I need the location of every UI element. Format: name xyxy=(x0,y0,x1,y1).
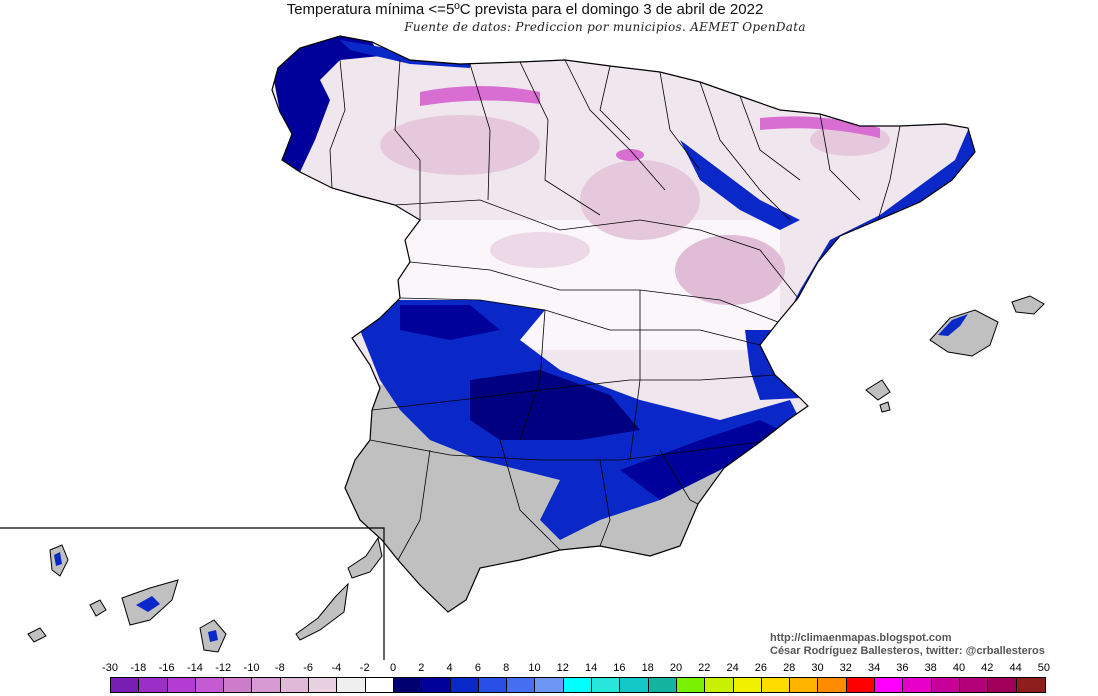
legend-tick-label: 0 xyxy=(389,662,397,674)
legend-tick-label: -4 xyxy=(331,662,342,674)
legend-tick-label: -2 xyxy=(359,662,370,674)
legend-swatch xyxy=(648,678,677,692)
legend-swatch xyxy=(563,678,593,692)
legend-tick-label: 18 xyxy=(641,662,654,674)
legend-swatch xyxy=(111,678,140,692)
legend-swatch xyxy=(1016,678,1045,692)
legend-swatch xyxy=(535,678,564,692)
peninsula xyxy=(271,35,976,613)
legend-swatch xyxy=(959,678,989,692)
legend-tick-label: 24 xyxy=(726,662,739,674)
legend-tick-label: 20 xyxy=(669,662,683,674)
legend-swatch xyxy=(337,678,366,692)
legend-swatch xyxy=(195,678,225,692)
legend-swatch xyxy=(676,678,706,692)
legend-tick-label: 38 xyxy=(924,662,937,674)
legend-tick-label: 32 xyxy=(839,662,852,674)
legend-tick-label: 8 xyxy=(503,662,510,674)
legend-tick-label: 4 xyxy=(446,662,453,674)
legend-tick-label: 30 xyxy=(811,662,824,674)
legend-swatch xyxy=(450,678,479,692)
balearic-islands xyxy=(865,295,1045,413)
legend-tick-label: 34 xyxy=(867,662,881,674)
legend-swatch xyxy=(705,678,734,692)
author-credit: César Rodríguez Ballesteros, twitter: @c… xyxy=(770,645,1045,657)
legend-swatch xyxy=(620,678,649,692)
legend-swatch xyxy=(903,678,932,692)
legend-tick-label: -18 xyxy=(130,662,147,674)
legend-tick-label: 14 xyxy=(584,662,598,674)
legend-swatch xyxy=(733,678,762,692)
legend-swatch xyxy=(818,678,847,692)
legend-swatch xyxy=(478,678,508,692)
legend-tick-label: 42 xyxy=(981,662,994,674)
legend-swatch xyxy=(393,678,423,692)
legend-tick-label: 50 xyxy=(1037,662,1051,674)
legend-swatch xyxy=(592,678,621,692)
legend-swatch xyxy=(931,678,960,692)
legend-swatch xyxy=(422,678,451,692)
legend-tick-labels: -30 -18 -16 -14 -12 -10 -8 -6 -4 -2 0 2 4 6 8 10 12 14 16 1… xyxy=(96,662,1086,676)
legend-tick-label: 16 xyxy=(613,662,626,674)
legend-swatch xyxy=(507,678,536,692)
legend-swatch xyxy=(280,678,310,692)
canary-islands-inset xyxy=(0,527,385,660)
credits: http://climaenmapas.blogspot.com César R… xyxy=(770,632,1045,658)
legend-tick-label: 2 xyxy=(418,662,425,674)
temperature-map xyxy=(0,35,1045,660)
legend-swatch xyxy=(224,678,253,692)
legend-swatch xyxy=(761,678,791,692)
province-borders xyxy=(329,59,901,561)
legend-tick-label: -8 xyxy=(274,662,285,674)
legend-swatch xyxy=(790,678,819,692)
legend-swatch xyxy=(309,678,338,692)
legend-swatch xyxy=(139,678,168,692)
legend-color-bar xyxy=(110,677,1046,693)
map-title: Temperatura mínima <=5ºC prevista para e… xyxy=(286,1,764,18)
legend-swatch xyxy=(365,678,394,692)
legend-tick-label: 40 xyxy=(952,662,966,674)
map-subtitle: Fuente de datos: Prediccion por municipi… xyxy=(404,20,806,34)
legend-tick-label: -16 xyxy=(158,662,175,674)
legend-swatch xyxy=(167,678,196,692)
legend-tick-label: -12 xyxy=(215,662,232,674)
legend-tick-label: 36 xyxy=(896,662,909,674)
legend-swatch xyxy=(988,678,1017,692)
legend-swatch xyxy=(875,678,904,692)
legend-swatch xyxy=(846,678,876,692)
legend-tick-label: -14 xyxy=(186,662,203,674)
legend-tick-label: 44 xyxy=(1009,662,1022,674)
legend-tick-label: -10 xyxy=(243,662,260,674)
legend-tick-label: -6 xyxy=(303,662,313,674)
legend-tick-label: 26 xyxy=(754,662,768,674)
legend-tick-label: 22 xyxy=(698,662,711,674)
legend-swatch xyxy=(252,678,281,692)
legend-tick-label: 28 xyxy=(783,662,796,674)
legend-tick-label: 10 xyxy=(528,662,541,674)
legend-tick-label: 12 xyxy=(556,662,569,674)
blog-url: http://climaenmapas.blogspot.com xyxy=(770,632,952,644)
legend-tick-label: -30 xyxy=(102,662,118,674)
legend-tick-label: 6 xyxy=(474,662,481,674)
